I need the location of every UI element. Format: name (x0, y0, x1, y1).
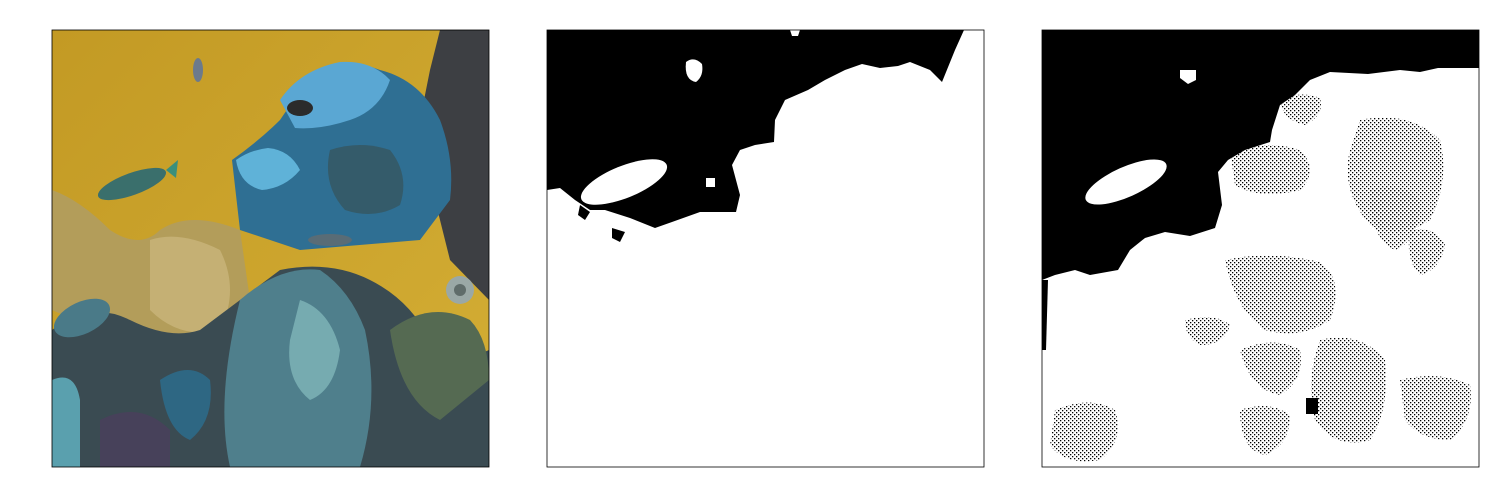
prediction-mask (1042, 30, 1479, 467)
panel-original (51, 29, 490, 468)
panel-prediction (1041, 29, 1480, 468)
axes-frame (51, 29, 490, 468)
mask-image (547, 30, 984, 467)
panel-ground-truth (546, 29, 985, 468)
axes-frame (546, 29, 985, 468)
axes-frame (1041, 29, 1480, 468)
photo-image (52, 30, 489, 467)
